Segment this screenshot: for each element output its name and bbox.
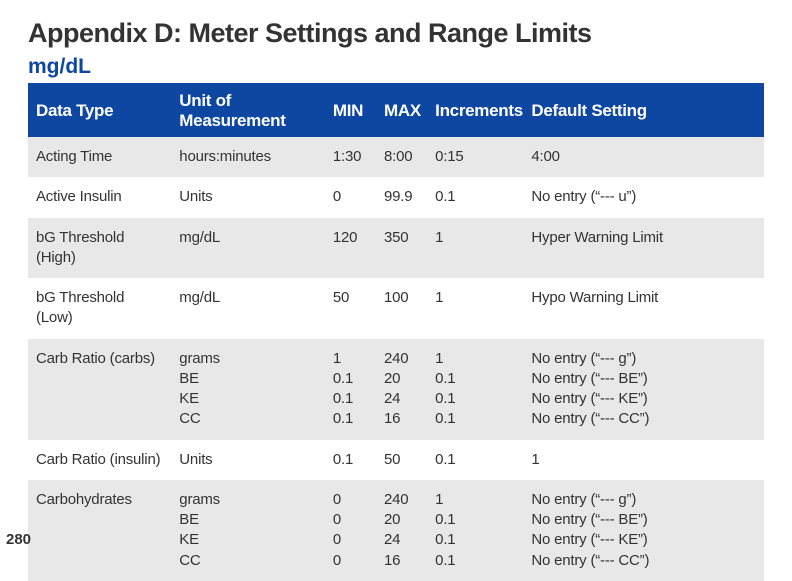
cell-unit: grams BE KE CC	[171, 480, 325, 581]
appendix-title: Appendix D: Meter Settings and Range Lim…	[28, 18, 764, 49]
table-row: Acting Time hours:minutes 1:30 8:00 0:15…	[28, 137, 764, 177]
cell-min: 0	[325, 177, 376, 217]
cell-unit: grams BE KE CC	[171, 339, 325, 440]
table-row: Active Insulin Units 0 99.9 0.1 No entry…	[28, 177, 764, 217]
unit-heading: mg/dL	[28, 55, 764, 79]
col-header-default: Default Setting	[523, 85, 764, 137]
col-header-data-type: Data Type	[28, 85, 171, 137]
cell-min: 1 0.1 0.1 0.1	[325, 339, 376, 440]
cell-inc: 0:15	[427, 137, 523, 177]
cell-data-type: Active Insulin	[28, 177, 171, 217]
cell-inc: 1 0.1 0.1 0.1	[427, 339, 523, 440]
cell-max: 240 20 24 16	[376, 339, 427, 440]
table-row: bG Threshold (Low) mg/dL 50 100 1 Hypo W…	[28, 278, 764, 339]
cell-data-type: Carbohydrates	[28, 480, 171, 581]
cell-inc: 0.1	[427, 440, 523, 480]
cell-inc: 1 0.1 0.1 0.1	[427, 480, 523, 581]
cell-def: Hypo Warning Limit	[523, 278, 764, 339]
cell-min: 0.1	[325, 440, 376, 480]
col-header-max: MAX	[376, 85, 427, 137]
cell-def: Hyper Warning Limit	[523, 218, 764, 279]
page-number: 280	[6, 531, 31, 548]
cell-min: 120	[325, 218, 376, 279]
cell-max: 100	[376, 278, 427, 339]
cell-min: 1:30	[325, 137, 376, 177]
table-row: Carb Ratio (insulin) Units 0.1 50 0.1 1	[28, 440, 764, 480]
cell-def: No entry (“--- u”)	[523, 177, 764, 217]
cell-max: 350	[376, 218, 427, 279]
cell-unit: Units	[171, 440, 325, 480]
cell-data-type: bG Threshold (Low)	[28, 278, 171, 339]
cell-max: 50	[376, 440, 427, 480]
cell-unit: mg/dL	[171, 218, 325, 279]
cell-def: 1	[523, 440, 764, 480]
table-row: bG Threshold (High) mg/dL 120 350 1 Hype…	[28, 218, 764, 279]
cell-def: 4:00	[523, 137, 764, 177]
cell-min: 0 0 0 0	[325, 480, 376, 581]
table-body: Acting Time hours:minutes 1:30 8:00 0:15…	[28, 137, 764, 581]
col-header-increments: Increments	[427, 85, 523, 137]
col-header-min: MIN	[325, 85, 376, 137]
cell-max: 240 20 24 16	[376, 480, 427, 581]
cell-inc: 0.1	[427, 177, 523, 217]
cell-min: 50	[325, 278, 376, 339]
cell-unit: hours:minutes	[171, 137, 325, 177]
cell-inc: 1	[427, 218, 523, 279]
cell-data-type: Carb Ratio (insulin)	[28, 440, 171, 480]
table-header-row: Data Type Unit of Measurement MIN MAX In…	[28, 85, 764, 137]
cell-max: 99.9	[376, 177, 427, 217]
cell-def: No entry (“--- g”) No entry (“--- BE”) N…	[523, 480, 764, 581]
cell-max: 8:00	[376, 137, 427, 177]
table-row: Carb Ratio (carbs) grams BE KE CC 1 0.1 …	[28, 339, 764, 440]
col-header-unit: Unit of Measurement	[171, 85, 325, 137]
cell-unit: mg/dL	[171, 278, 325, 339]
cell-def: No entry (“--- g”) No entry (“--- BE”) N…	[523, 339, 764, 440]
cell-data-type: Acting Time	[28, 137, 171, 177]
cell-inc: 1	[427, 278, 523, 339]
cell-data-type: Carb Ratio (carbs)	[28, 339, 171, 440]
cell-data-type: bG Threshold (High)	[28, 218, 171, 279]
cell-unit: Units	[171, 177, 325, 217]
table-row: Carbohydrates grams BE KE CC 0 0 0 0 240…	[28, 480, 764, 581]
settings-table: Data Type Unit of Measurement MIN MAX In…	[28, 85, 764, 581]
